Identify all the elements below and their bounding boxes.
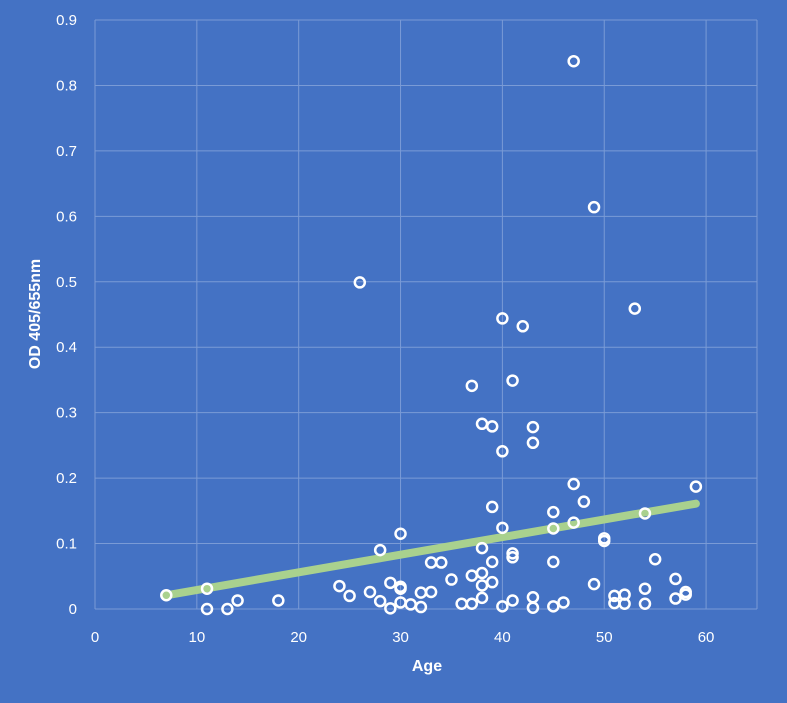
data-point [567, 516, 580, 529]
data-point [608, 596, 621, 610]
data-point [475, 417, 489, 431]
x-tick-label: 40 [494, 629, 511, 646]
data-point [343, 589, 356, 603]
data-point [648, 553, 662, 566]
data-point [160, 589, 173, 602]
data-point [526, 590, 540, 604]
data-point [506, 374, 519, 387]
data-point [384, 602, 397, 615]
tick-labels: 0 10 20 30 40 50 60 0 0.1 0.2 0.3 0.4 0.5 0.6 0.7 0.8 0.… [56, 12, 714, 646]
data-point [435, 556, 448, 569]
y-tick-label: 0.4 [56, 339, 77, 356]
data-point [496, 521, 509, 535]
data-point [516, 320, 530, 333]
data-point [567, 477, 580, 491]
data-point [587, 577, 601, 591]
data-point [638, 597, 652, 611]
data-point [445, 573, 458, 586]
y-tick-label: 0.1 [56, 536, 77, 553]
x-tick-label: 20 [290, 629, 307, 646]
data-point [353, 276, 367, 289]
data-point [506, 594, 519, 607]
data-point [669, 592, 682, 605]
data-point [221, 602, 234, 616]
data-point [547, 522, 560, 535]
data-point [424, 556, 438, 569]
y-tick-label: 0.6 [56, 208, 77, 225]
data-point [669, 572, 682, 586]
linear-trendline [162, 499, 700, 600]
data-point [638, 507, 652, 520]
data-point [414, 600, 428, 614]
data-point [526, 436, 540, 450]
x-tick-label: 60 [698, 629, 715, 646]
data-point [496, 600, 509, 613]
data-point [577, 495, 591, 508]
data-point [414, 586, 428, 599]
x-tick-label: 50 [596, 629, 613, 646]
data-point [455, 597, 468, 611]
data-point [496, 312, 509, 325]
gridlines [94, 19, 758, 610]
x-tick-label: 0 [91, 629, 99, 646]
x-tick-label: 30 [392, 629, 409, 646]
data-point [363, 585, 377, 599]
data-point [496, 445, 509, 458]
data-point [485, 575, 499, 589]
data-point [547, 600, 560, 613]
data-point [547, 555, 560, 569]
data-point [475, 566, 489, 580]
data-point [384, 576, 397, 590]
data-point [679, 588, 692, 601]
data-point [506, 547, 519, 560]
trendline-layer [162, 499, 700, 600]
data-point [404, 598, 417, 611]
y-axis-title: OD 405/655nm [27, 259, 44, 369]
data-point [475, 541, 489, 555]
data-point [547, 505, 560, 519]
data-point [485, 420, 499, 433]
data-point [424, 585, 438, 599]
x-axis-title: Age [412, 658, 442, 675]
data-point [587, 200, 601, 214]
data-point [231, 594, 244, 607]
data-point [200, 602, 214, 616]
data-point [567, 54, 580, 68]
y-tick-label: 0.7 [56, 143, 77, 160]
x-tick-label: 10 [189, 629, 206, 646]
data-point [373, 594, 387, 608]
data-point [465, 569, 479, 582]
data-point [597, 534, 611, 548]
data-point [638, 582, 652, 595]
data-point [557, 596, 570, 609]
data-point [465, 379, 479, 393]
data-point [475, 579, 489, 592]
y-tick-label: 0 [69, 601, 77, 618]
data-point [333, 579, 346, 593]
data-point [272, 594, 285, 607]
data-point [373, 543, 387, 557]
y-tick-label: 0.2 [56, 470, 77, 487]
data-point [485, 555, 499, 569]
data-point [200, 582, 214, 595]
data-point [475, 591, 489, 605]
data-points [160, 54, 703, 616]
y-tick-label: 0.5 [56, 274, 77, 291]
data-point [394, 527, 407, 540]
data-point [506, 551, 519, 564]
data-point [618, 597, 631, 611]
data-point [526, 601, 540, 614]
data-point [465, 597, 479, 611]
data-point [689, 480, 703, 493]
y-tick-label: 0.8 [56, 77, 77, 94]
y-tick-label: 0.3 [56, 405, 77, 422]
data-point [485, 500, 499, 514]
data-point [394, 582, 407, 595]
data-point [526, 420, 540, 434]
data-point [628, 302, 642, 315]
y-tick-label: 0.9 [56, 12, 77, 29]
